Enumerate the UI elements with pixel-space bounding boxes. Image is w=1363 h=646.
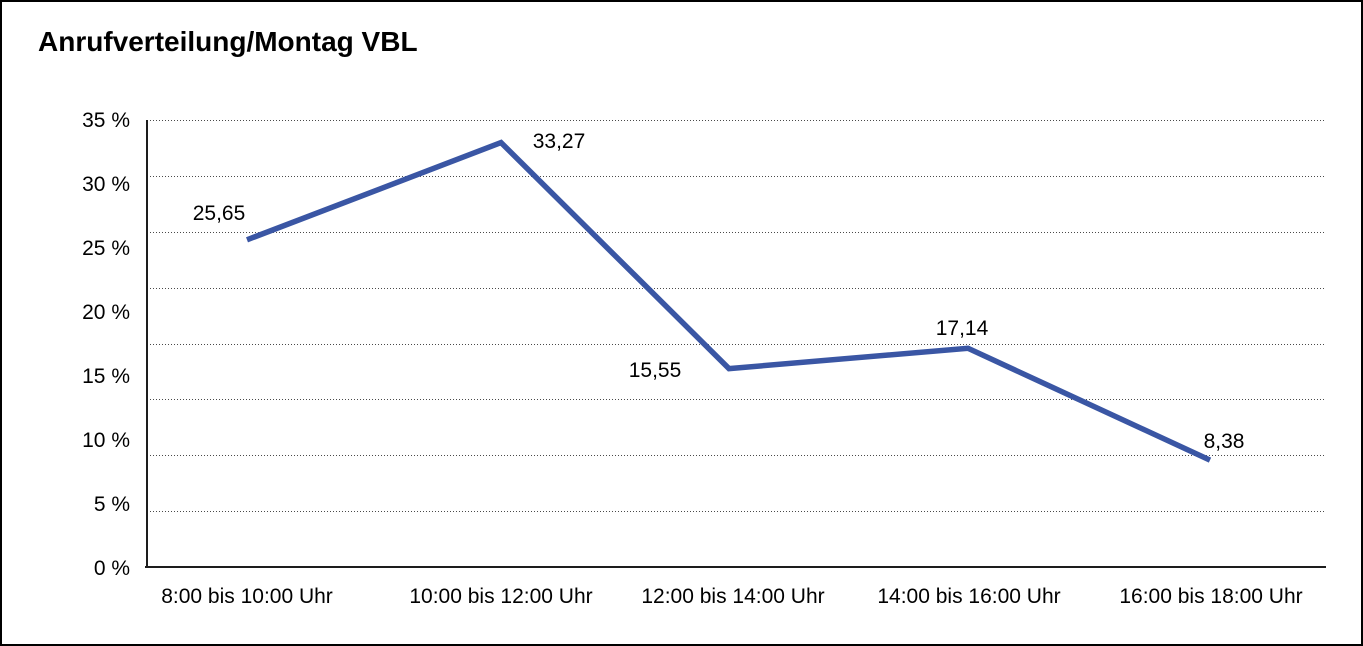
y-axis-line bbox=[146, 120, 148, 567]
data-value-label: 17,14 bbox=[935, 317, 989, 340]
gridline bbox=[147, 511, 1325, 512]
x-axis-line bbox=[145, 566, 1326, 568]
gridline bbox=[147, 399, 1325, 400]
data-line bbox=[246, 139, 1212, 463]
gridline bbox=[147, 232, 1325, 233]
gridline bbox=[147, 288, 1325, 289]
gridline bbox=[147, 455, 1325, 456]
data-value-label: 15,55 bbox=[628, 359, 682, 382]
gridline bbox=[147, 176, 1325, 177]
y-tick-label: 35 % bbox=[82, 109, 130, 132]
gridline bbox=[147, 344, 1325, 345]
y-tick-label: 30 % bbox=[82, 173, 130, 196]
y-tick-label: 5 % bbox=[93, 493, 130, 516]
gridline bbox=[147, 120, 1325, 121]
y-tick-label: 10 % bbox=[82, 429, 130, 452]
y-tick-label: 25 % bbox=[82, 237, 130, 260]
x-tick-label: 10:00 bis 12:00 Uhr bbox=[409, 585, 593, 608]
x-tick-label: 8:00 bis 10:00 Uhr bbox=[161, 585, 333, 608]
y-tick-label: 15 % bbox=[82, 365, 130, 388]
x-tick-label: 16:00 bis 18:00 Uhr bbox=[1119, 585, 1303, 608]
y-tick-label: 20 % bbox=[82, 301, 130, 324]
data-value-label: 8,38 bbox=[1203, 430, 1245, 453]
data-value-label: 33,27 bbox=[532, 130, 586, 153]
x-tick-label: 14:00 bis 16:00 Uhr bbox=[877, 585, 1061, 608]
x-tick-label: 12:00 bis 14:00 Uhr bbox=[641, 585, 825, 608]
y-tick-label: 0 % bbox=[93, 557, 130, 580]
data-value-label: 25,65 bbox=[192, 202, 246, 225]
chart-title: Anrufverteilung/Montag VBL bbox=[38, 26, 418, 57]
